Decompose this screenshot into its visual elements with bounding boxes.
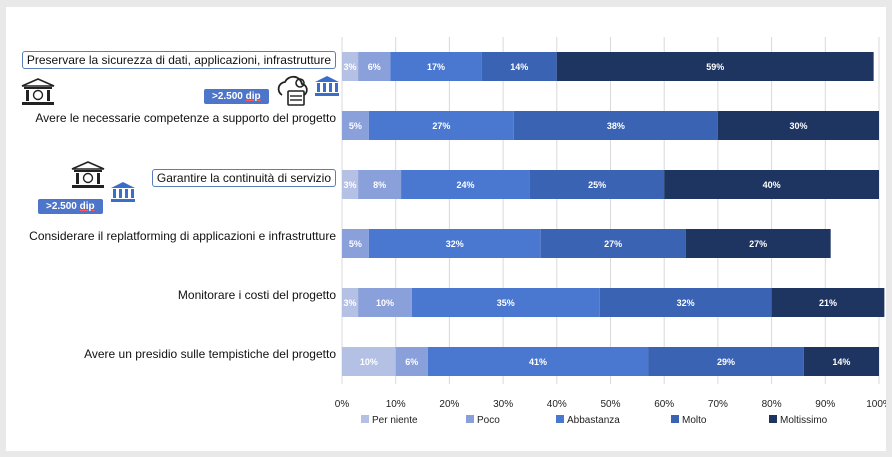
legend-swatch (466, 415, 474, 423)
bank-icon (111, 182, 135, 202)
legend-entry: Per niente (372, 415, 418, 426)
chart-frame: 3% 6% 17% 14% 59% 5% 27% 38% 30% 3% 8% 24% 25% 40% 5% 3… (6, 7, 886, 451)
data-label: 27% (604, 239, 622, 249)
legend-swatch (556, 415, 564, 423)
bar-segment (390, 52, 482, 81)
data-label: 5% (349, 121, 362, 131)
employees-badge-2: >2.500 dip (38, 199, 103, 214)
data-label: 35% (497, 298, 515, 308)
legend-swatch (769, 415, 777, 423)
data-label: 41% (529, 357, 547, 367)
data-label: 6% (405, 357, 418, 367)
bar-segment (342, 288, 359, 317)
bar-segment (481, 52, 557, 81)
category-label-1: Avere le necessarie competenze a support… (35, 111, 336, 125)
bar-segment (529, 170, 665, 199)
bar-segment (342, 229, 369, 258)
category-label-5: Avere un presidio sulle tempistiche del … (84, 347, 336, 361)
bar-segment (648, 347, 804, 376)
data-label: 24% (457, 180, 475, 190)
category-label-2: Garantire la continuità di servizio (151, 169, 336, 187)
x-tick-label: 60% (654, 399, 674, 410)
legend-entry: Abbastanza (567, 415, 620, 426)
x-tick-label: 80% (762, 399, 782, 410)
data-label: 3% (344, 62, 357, 72)
bar-segment (556, 52, 874, 81)
x-tick-label: 0% (335, 399, 350, 410)
data-label: 5% (349, 239, 362, 249)
bar-segment (368, 111, 514, 140)
employees-badge-1: >2.500 dip (204, 89, 269, 104)
legend-entry: Moltissimo (780, 415, 828, 426)
bar-segment (342, 347, 396, 376)
data-label: 38% (607, 121, 625, 131)
data-label: 10% (360, 357, 378, 367)
bank-icon (315, 76, 339, 96)
category-label-0: Preservare la sicurezza di dati, applica… (21, 51, 336, 69)
data-label: 17% (427, 62, 445, 72)
bar-segment (401, 170, 530, 199)
data-label: 8% (373, 180, 386, 190)
x-tick-label: 100% (866, 399, 886, 410)
x-tick-label: 40% (547, 399, 567, 410)
data-label: 21% (819, 298, 837, 308)
data-label: 40% (763, 180, 781, 190)
data-label: 59% (706, 62, 724, 72)
legend-entry: Molto (682, 415, 707, 426)
bar-segment (685, 229, 831, 258)
bar-segment (395, 347, 428, 376)
x-tick-label: 10% (386, 399, 406, 410)
category-label-3: Considerare il replatforming di applicaz… (29, 229, 336, 243)
data-label: 29% (717, 357, 735, 367)
data-label: 10% (376, 298, 394, 308)
x-tick-label: 20% (439, 399, 459, 410)
bar-segment (342, 170, 359, 199)
bar-segment (803, 347, 879, 376)
data-label: 32% (446, 239, 464, 249)
bar-segment (771, 288, 885, 317)
data-label: 30% (789, 121, 807, 131)
bar-segment (664, 170, 879, 199)
data-label: 14% (510, 62, 528, 72)
bar-segment (358, 52, 391, 81)
data-label: 14% (832, 357, 850, 367)
data-label: 32% (677, 298, 695, 308)
bar-segment (358, 170, 402, 199)
legend-swatch (671, 415, 679, 423)
data-label: 27% (432, 121, 450, 131)
legend-entry: Poco (477, 415, 500, 426)
data-label: 3% (344, 298, 357, 308)
x-tick-label: 70% (708, 399, 728, 410)
data-label: 6% (368, 62, 381, 72)
stacked-bar-chart: 3% 6% 17% 14% 59% 5% 27% 38% 30% 3% 8% 24% 25% 40% 5% 3… (335, 37, 886, 426)
bar-segment (342, 52, 359, 81)
category-label-4: Monitorare i costi del progetto (177, 288, 336, 302)
bar-segment (540, 229, 686, 258)
cloud-gear-server-icon (277, 75, 308, 106)
bar-segment (513, 111, 718, 140)
x-tick-label: 30% (493, 399, 513, 410)
bar-segment (358, 288, 412, 317)
bank-building-icon (21, 78, 55, 105)
bar-segment (411, 288, 600, 317)
legend-swatch (361, 415, 369, 423)
bar-segment (427, 347, 649, 376)
x-tick-label: 90% (815, 399, 835, 410)
bar-segment (599, 288, 772, 317)
x-tick-label: 50% (600, 399, 620, 410)
data-label: 3% (344, 180, 357, 190)
bar-segment (368, 229, 541, 258)
bank-building-icon (71, 161, 105, 188)
data-label: 27% (749, 239, 767, 249)
data-label: 25% (588, 180, 606, 190)
bar-segment (342, 111, 369, 140)
bar-segment (717, 111, 879, 140)
category-labels: Preservare la sicurezza di dati, applica… (6, 7, 336, 451)
